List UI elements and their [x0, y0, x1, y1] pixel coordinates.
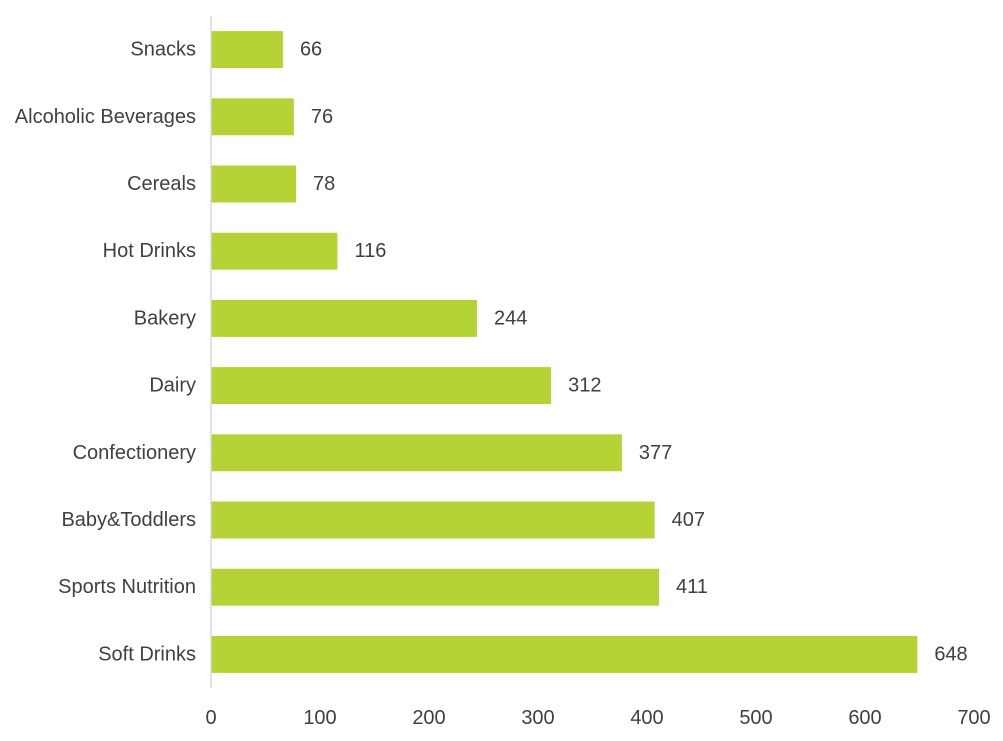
category-label: Dairy — [149, 375, 196, 397]
category-label: Baby&Toddlers — [61, 509, 196, 531]
bar — [211, 568, 659, 606]
category-label: Hot Drinks — [103, 240, 196, 262]
bar — [211, 635, 918, 673]
bar — [211, 232, 338, 270]
value-label: 648 — [934, 643, 967, 665]
x-tick-label: 500 — [739, 707, 772, 729]
value-label: 116 — [354, 240, 386, 262]
category-label: Bakery — [134, 307, 196, 329]
category-label: Cereals — [127, 173, 196, 195]
value-label: 377 — [639, 442, 672, 464]
value-label: 76 — [311, 106, 333, 128]
bar — [211, 165, 297, 203]
category-label: Sports Nutrition — [58, 576, 196, 598]
category-label: Confectionery — [73, 442, 196, 464]
value-label: 78 — [313, 173, 335, 195]
x-tick-label: 300 — [521, 707, 554, 729]
value-label: 244 — [494, 307, 527, 329]
bar — [211, 367, 552, 405]
x-axis-ticks: 0 100 200 300 400 500 600 700 — [205, 707, 990, 729]
x-tick-label: 0 — [205, 707, 216, 729]
bar — [211, 434, 622, 472]
x-tick-label: 700 — [957, 707, 990, 729]
x-tick-label: 100 — [303, 707, 336, 729]
category-label: Snacks — [130, 39, 196, 61]
bar — [211, 98, 294, 136]
x-tick-label: 200 — [412, 707, 445, 729]
x-tick-label: 600 — [848, 707, 881, 729]
bar — [211, 299, 477, 337]
bar — [211, 501, 655, 539]
bar — [211, 31, 283, 69]
category-label: Soft Drinks — [98, 643, 196, 665]
value-label: 407 — [672, 509, 705, 531]
category-labels: Snacks Alcoholic Beverages Cereals Hot Drin… — [15, 39, 196, 666]
value-label: 312 — [568, 375, 601, 397]
category-label: Alcoholic Beverages — [15, 106, 196, 128]
value-label: 411 — [676, 576, 708, 598]
x-tick-label: 400 — [630, 707, 663, 729]
value-label: 66 — [300, 39, 322, 61]
value-labels: 66 76 78 116 244 312 377 407 411 648 — [300, 39, 968, 666]
bars-group — [211, 31, 918, 673]
